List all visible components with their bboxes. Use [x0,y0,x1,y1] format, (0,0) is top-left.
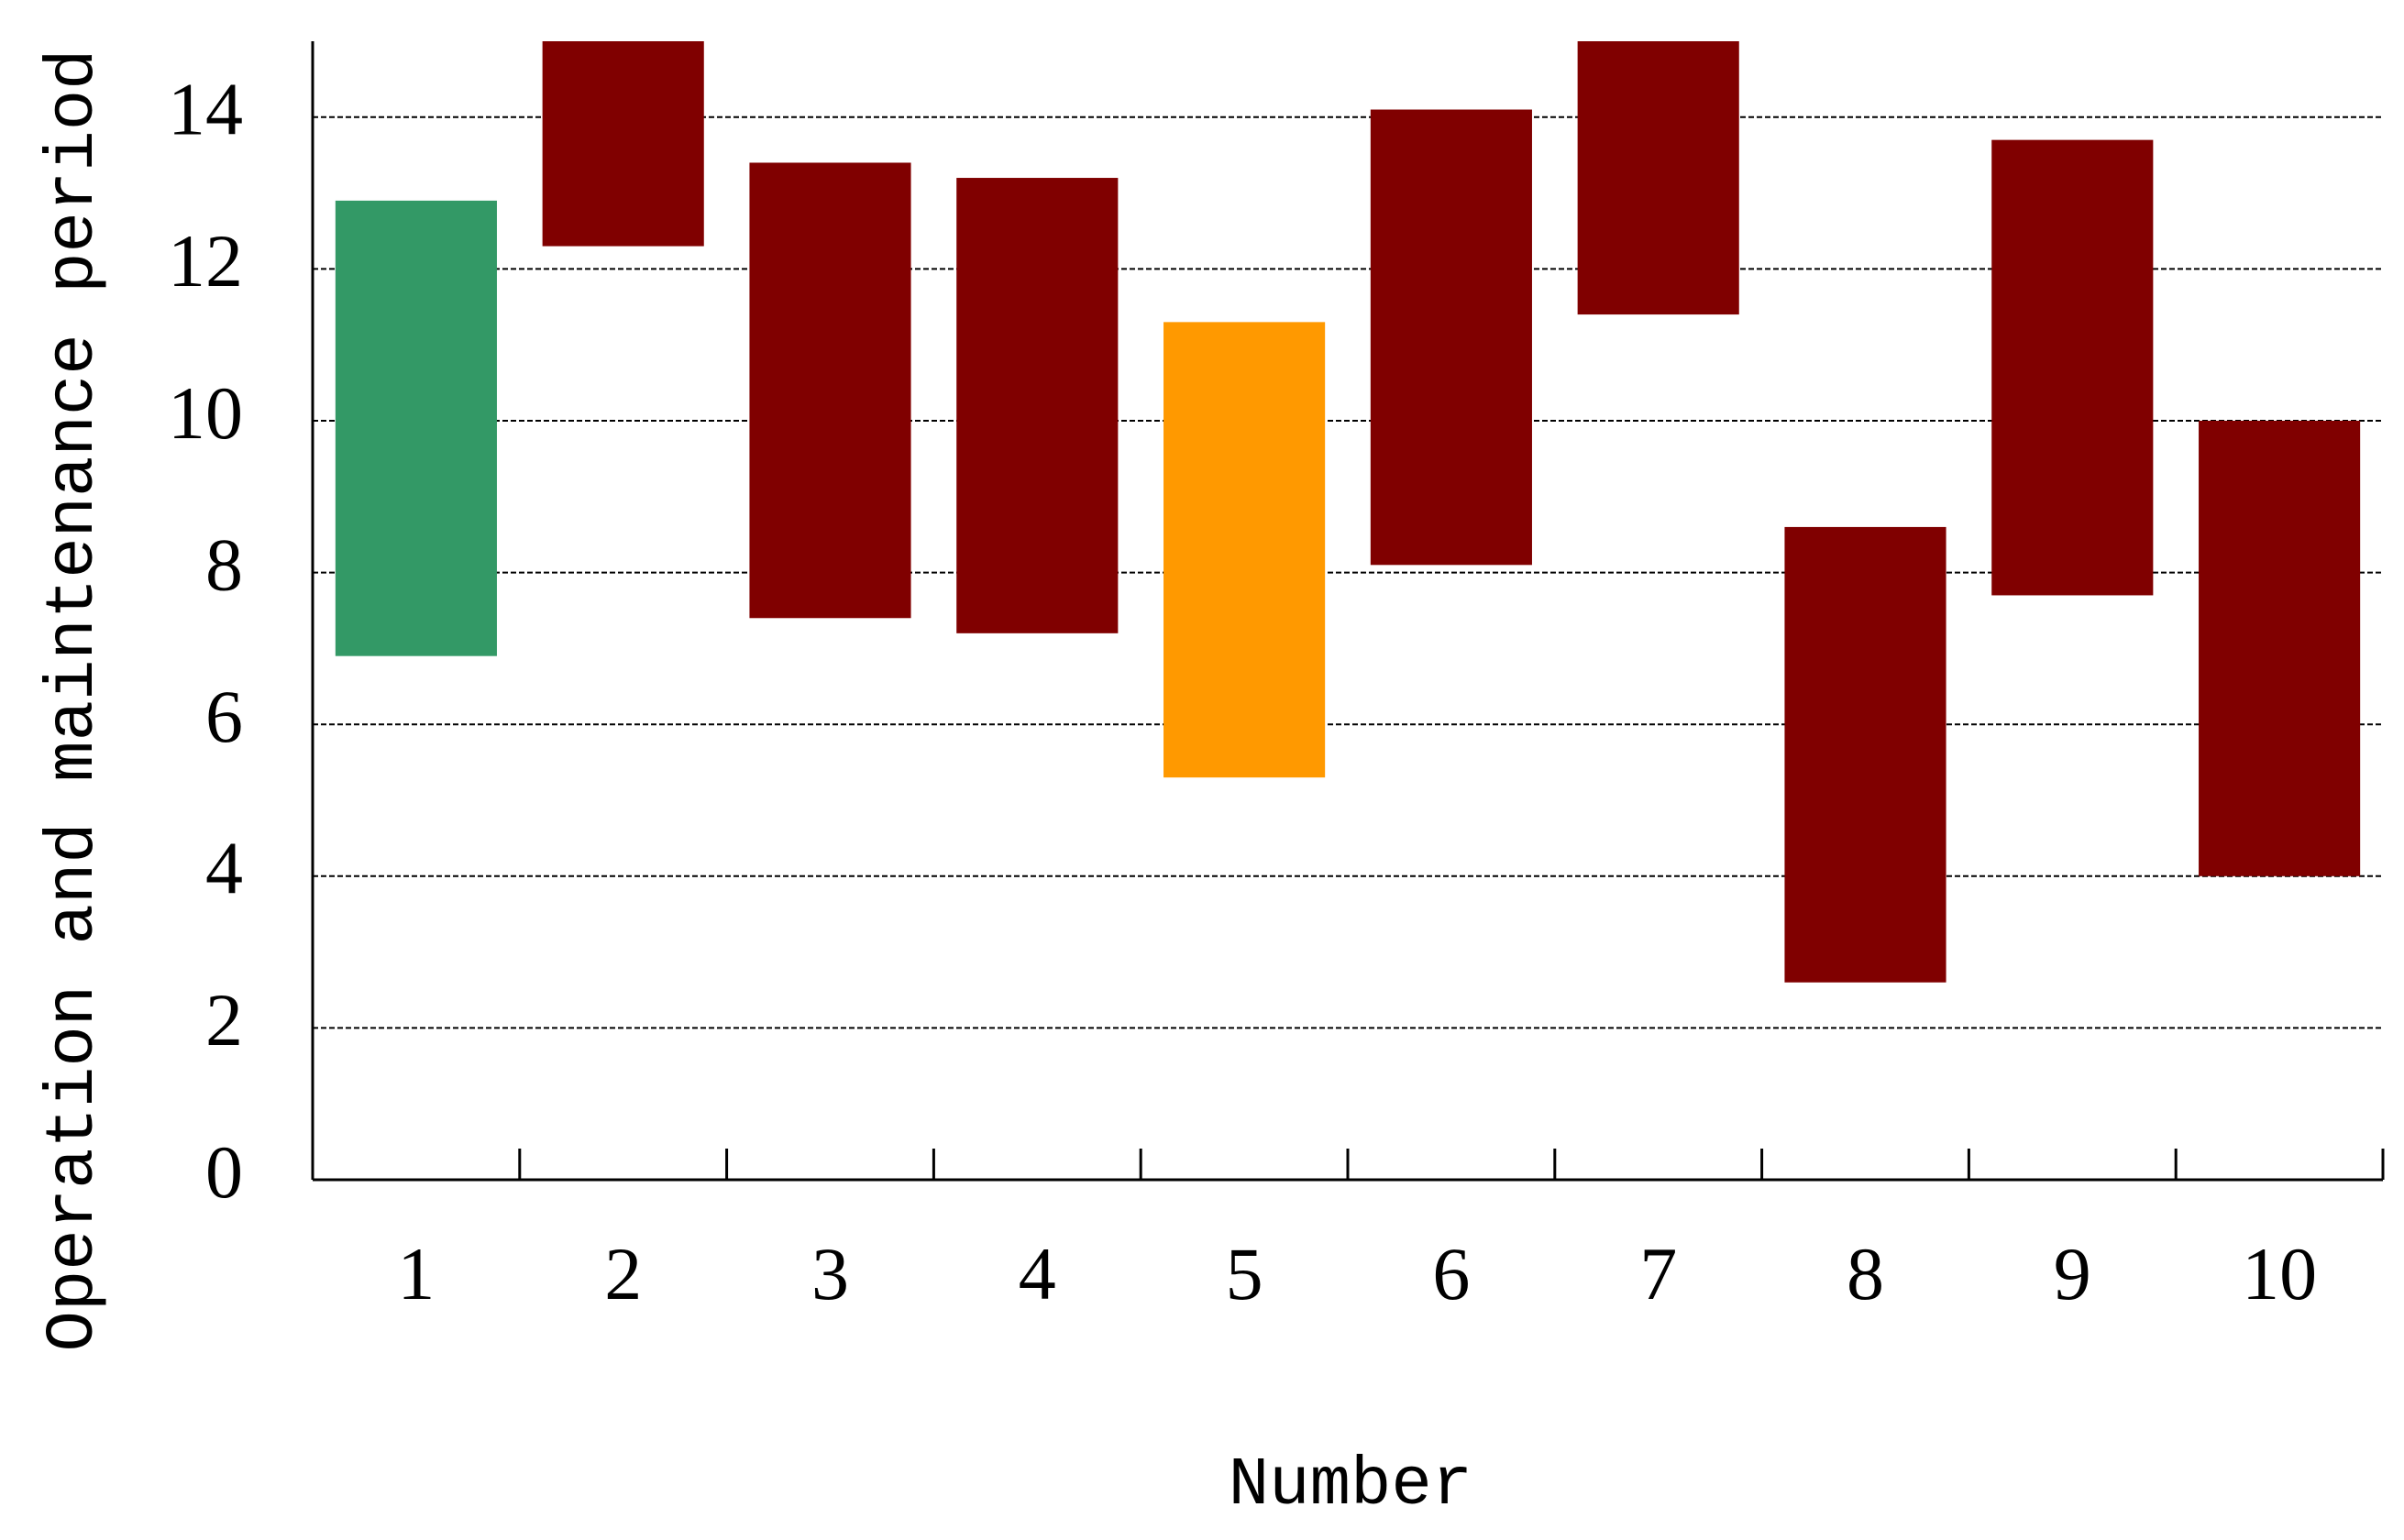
y-tick-label: 4 [205,827,243,910]
x-tick-label: 1 [397,1232,435,1315]
x-tick-label: 3 [811,1232,849,1315]
bar [956,178,1119,633]
x-tick-label: 9 [2054,1232,2091,1315]
x-tick-label: 7 [1639,1232,1677,1315]
y-tick-label: 12 [168,219,243,302]
bar [1163,322,1326,778]
bar [1991,139,2154,596]
x-tick-label: 5 [1226,1232,1263,1315]
y-tick-label: 8 [205,522,243,606]
bar [749,162,911,619]
y-tick-label: 0 [205,1130,243,1214]
bar [1370,109,1532,566]
x-axis-label: Number [1229,1447,1472,1524]
x-tick-label: 4 [1019,1232,1056,1315]
y-tick-label: 6 [205,675,243,758]
y-tick-label: 10 [168,371,243,455]
y-tick-label: 14 [168,68,243,151]
bar [542,41,704,247]
bars [335,41,2361,983]
bar [1577,41,1739,315]
x-tick-label: 10 [2242,1232,2317,1315]
x-tick-label: 2 [604,1232,642,1315]
bar [335,200,497,656]
bar [1784,526,1946,983]
y-tick-label: 2 [205,978,243,1062]
y-axis-label: Operation and maintenance period [36,49,113,1351]
x-tick-label: 6 [1432,1232,1470,1315]
bar [2199,421,2361,876]
x-tick-label: 8 [1847,1232,1884,1315]
